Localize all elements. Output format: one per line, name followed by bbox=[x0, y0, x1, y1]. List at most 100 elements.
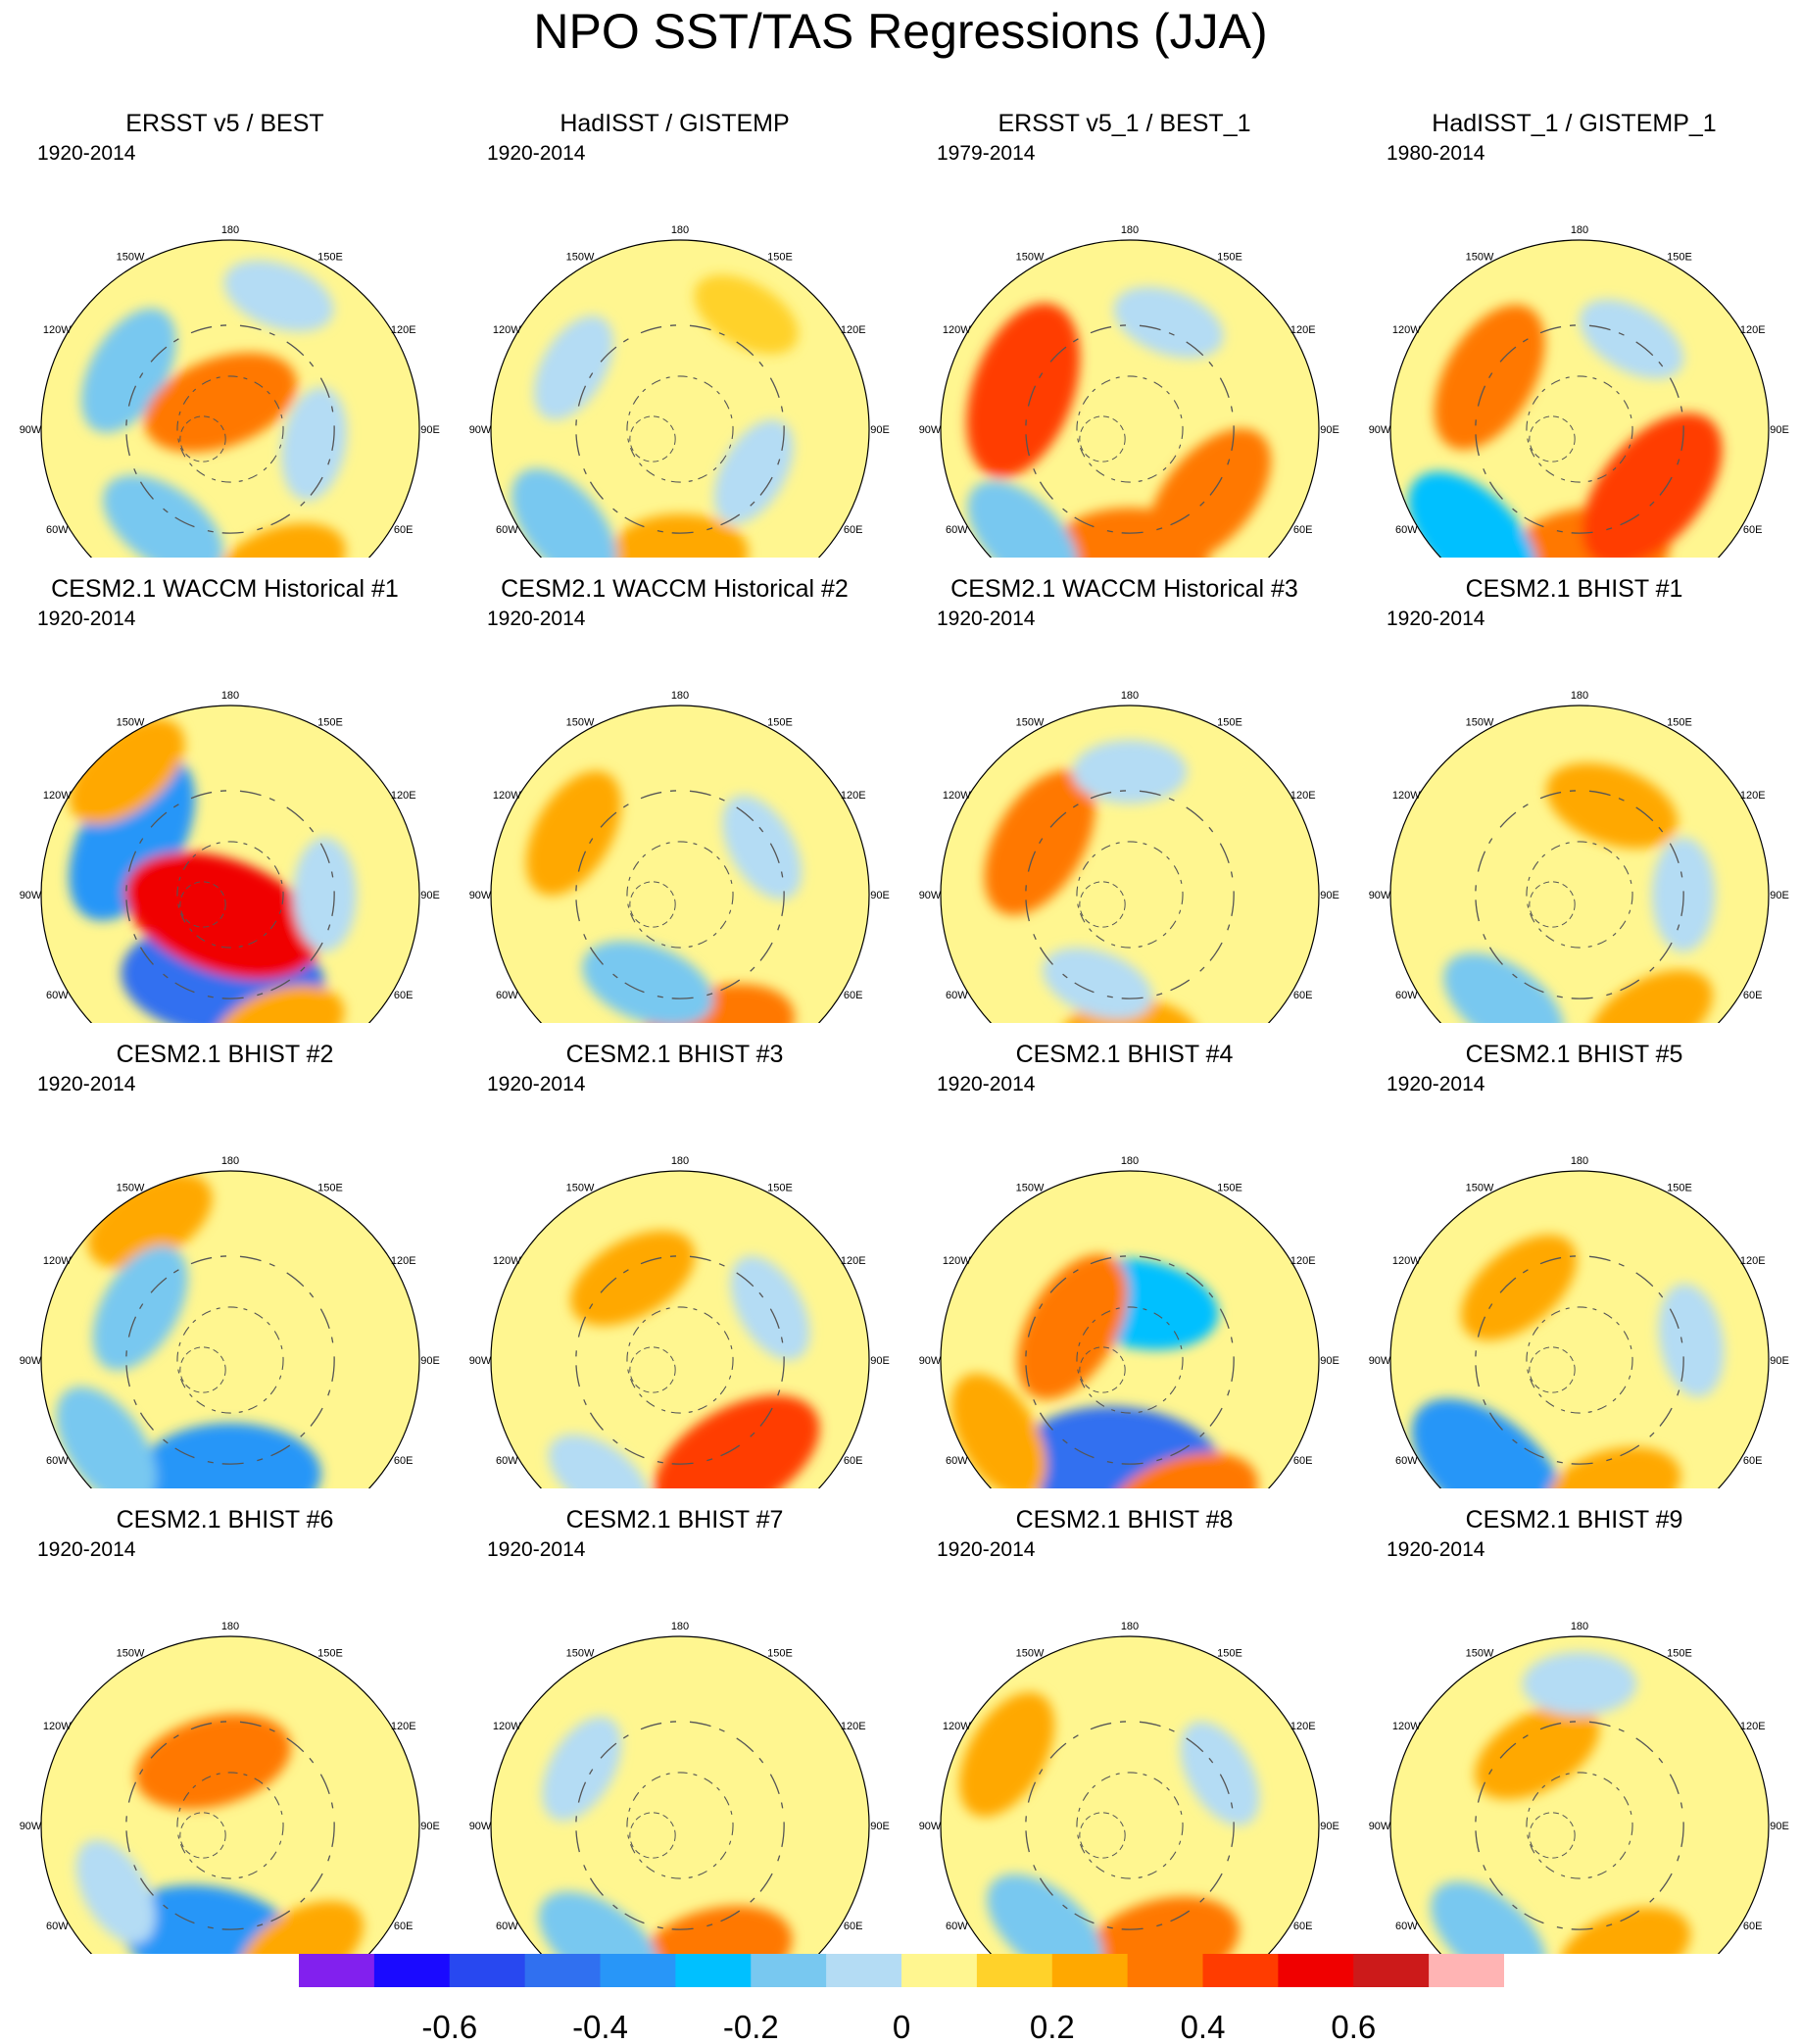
colorbar-swatch bbox=[1127, 1954, 1204, 1987]
longitude-label: 150W bbox=[566, 251, 595, 263]
longitude-label: 90E bbox=[420, 424, 440, 436]
polar-map: 180150E120E90E60E30E030W60W90W120W150W bbox=[1369, 224, 1789, 558]
polar-map: 180150E120E90E60E30E030W60W90W120W150W bbox=[1369, 690, 1789, 1023]
coastline bbox=[575, 790, 785, 999]
coastline bbox=[179, 881, 226, 928]
colorbar-tick-label: -0.2 bbox=[723, 2009, 779, 2044]
longitude-label: 150W bbox=[1016, 1647, 1045, 1659]
map-panel: CESM2.1 WACCM Historical #1 180 150E 120E 90… bbox=[0, 559, 450, 1023]
regression-anomaly bbox=[1475, 1704, 1600, 1800]
map-border bbox=[1389, 239, 1770, 558]
regression-anomaly bbox=[1043, 948, 1152, 1020]
longitude-label: 120E bbox=[391, 790, 416, 802]
map-border bbox=[490, 239, 870, 558]
map-border bbox=[40, 1170, 420, 1488]
polar-map: 180150E120E90E60E30E030W60W90W120W150W bbox=[20, 1155, 440, 1488]
map-panel: HadISST / GISTEMP180150E120E90E60E30E030… bbox=[450, 93, 900, 558]
coastline bbox=[626, 841, 734, 949]
longitude-label: 150E bbox=[767, 1182, 793, 1193]
panel-period: 1920-2014 bbox=[1387, 1538, 1485, 1561]
colorbar-swatch bbox=[826, 1954, 902, 1987]
panel-title: HadISST_1 / GISTEMP_1 bbox=[1432, 110, 1717, 137]
longitude-label: 120E bbox=[1290, 324, 1316, 336]
longitude-label: 120W bbox=[43, 324, 72, 336]
longitude-label: 120E bbox=[1740, 1721, 1766, 1732]
longitude-label: 90W bbox=[919, 424, 942, 436]
longitude-label: 150W bbox=[566, 1647, 595, 1659]
panel-period: 1979-2014 bbox=[937, 142, 1036, 165]
regression-anomaly bbox=[1522, 1651, 1637, 1716]
longitude-label: 60W bbox=[946, 1455, 968, 1467]
longitude-label: 60E bbox=[394, 1455, 414, 1467]
longitude-label: 180 bbox=[221, 224, 239, 236]
map-border bbox=[940, 705, 1320, 1023]
polar-map: 180150E120E90E60E30E030W60W90W120W150W bbox=[1369, 1621, 1789, 1954]
longitude-label: 60W bbox=[46, 990, 69, 1001]
regression-anomaly bbox=[1546, 1446, 1681, 1488]
regression-anomaly bbox=[1072, 740, 1188, 803]
longitude-label: 150W bbox=[566, 1182, 595, 1193]
panel-title: CESM2.1 BHIST #6 bbox=[116, 1506, 334, 1533]
colorbar-swatch bbox=[449, 1954, 526, 1987]
longitude-label: 180 bbox=[221, 1621, 239, 1632]
coastline bbox=[1526, 841, 1633, 949]
longitude-label: 150W bbox=[566, 716, 595, 728]
longitude-label: 120E bbox=[391, 1255, 416, 1267]
regression-anomaly bbox=[694, 274, 799, 355]
colorbar-swatch bbox=[1202, 1954, 1279, 1987]
regression-anomaly bbox=[525, 770, 621, 896]
coastline bbox=[626, 375, 734, 483]
longitude-label: 60E bbox=[1743, 1455, 1763, 1467]
coastline bbox=[1475, 790, 1684, 999]
colorbar-tick-label: -0.6 bbox=[421, 2009, 477, 2044]
longitude-label: 150W bbox=[1016, 1182, 1045, 1193]
regression-anomaly bbox=[1061, 998, 1198, 1023]
map-panel: CESM2.1 BHIST #9180150E120E90E60E30E030W… bbox=[1349, 1489, 1799, 1954]
coastline bbox=[629, 1812, 676, 1859]
panel-title: CESM2.1 BHIST #5 bbox=[1465, 1041, 1683, 1068]
regression-anomaly bbox=[582, 941, 713, 1023]
longitude-label: 150E bbox=[767, 1647, 793, 1659]
longitude-label: 120E bbox=[841, 1255, 866, 1267]
panel-title: CESM2.1 WACCM Historical #3 bbox=[950, 575, 1298, 603]
longitude-label: 150E bbox=[1667, 251, 1692, 263]
map-panel: CESM2.1 BHIST #6180150E120E90E60E30E030W… bbox=[0, 1489, 450, 1954]
coastline bbox=[629, 415, 676, 462]
colorbar: -0.6 -0.4 -0.2 0 0.2 0.4 0.6 bbox=[299, 1954, 1504, 2044]
colorbar-swatch bbox=[1429, 1954, 1504, 1987]
panel-period: 1920-2014 bbox=[37, 608, 136, 630]
coastline bbox=[1079, 1346, 1126, 1393]
longitude-label: 120W bbox=[943, 1721, 971, 1732]
longitude-label: 180 bbox=[671, 1155, 689, 1167]
coastline bbox=[1529, 415, 1576, 462]
coastline bbox=[1526, 1772, 1633, 1879]
longitude-label: 90E bbox=[420, 1821, 440, 1832]
panel-period: 1920-2014 bbox=[1387, 1073, 1485, 1095]
regression-anomaly bbox=[1658, 1284, 1725, 1397]
longitude-label: 60E bbox=[1743, 524, 1763, 536]
colorbar-swatch bbox=[524, 1954, 602, 1987]
regression-anomaly bbox=[950, 1373, 1047, 1488]
longitude-label: 90W bbox=[919, 890, 942, 901]
regression-anomaly bbox=[533, 316, 613, 420]
coastline bbox=[575, 1721, 785, 1930]
longitude-label: 120W bbox=[943, 324, 971, 336]
longitude-label: 90E bbox=[870, 424, 890, 436]
regression-anomaly bbox=[213, 985, 345, 1023]
coastline bbox=[1475, 324, 1684, 534]
colorbar-tick-label: -0.4 bbox=[572, 2009, 628, 2044]
longitude-label: 90W bbox=[469, 1355, 492, 1367]
regression-anomaly bbox=[223, 260, 334, 332]
longitude-label: 60W bbox=[496, 1455, 518, 1467]
regression-anomaly bbox=[548, 1434, 650, 1488]
longitude-label: 90E bbox=[870, 890, 890, 901]
figure-title: NPO SST/TAS Regressions (JJA) bbox=[533, 4, 1268, 59]
longitude-label: 180 bbox=[1571, 1621, 1588, 1632]
longitude-label: 120W bbox=[943, 790, 971, 802]
longitude-label: 90W bbox=[1369, 1355, 1391, 1367]
regression-anomaly bbox=[121, 1884, 301, 1954]
polar-map: 180150E120E90E60E30E030W60W90W120W150W bbox=[469, 1621, 890, 1954]
coastline bbox=[1025, 790, 1235, 999]
colorbar-swatch bbox=[1278, 1954, 1354, 1987]
longitude-label: 60E bbox=[844, 524, 863, 536]
